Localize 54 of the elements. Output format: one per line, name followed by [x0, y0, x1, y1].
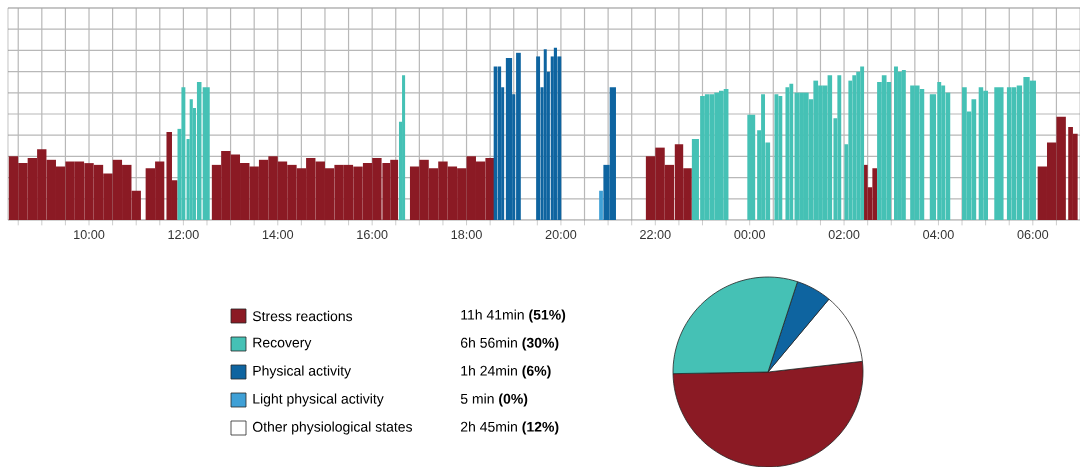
x-tick-label: 14:00 — [262, 230, 294, 240]
x-tick-label: 06:00 — [1017, 230, 1049, 240]
bar — [962, 87, 967, 220]
data-label: 2h 45min (12%) — [460, 421, 559, 435]
bar — [509, 57, 513, 220]
bar — [536, 56, 541, 220]
bar — [785, 87, 790, 220]
x-tick-label: 16:00 — [357, 230, 388, 240]
bar — [941, 85, 946, 220]
x-tick-label: 22:00 — [640, 230, 671, 240]
bar — [498, 66, 502, 220]
data-label: 6h 56min (30%) — [460, 337, 559, 351]
bar — [181, 87, 186, 220]
x-tick-label: 20:00 — [545, 230, 577, 240]
text: 5 min (0%) — [460, 393, 528, 407]
bar — [402, 75, 406, 220]
legend-label: Recovery — [253, 337, 312, 351]
bar — [789, 83, 794, 220]
bar — [983, 90, 988, 220]
bar — [505, 57, 510, 220]
legend-label: Physical activity — [253, 365, 352, 379]
bar — [714, 92, 720, 220]
bar — [599, 190, 603, 220]
bar — [516, 52, 521, 220]
bar — [813, 80, 819, 220]
bar — [971, 99, 977, 220]
x-tick-label: 18:00 — [451, 230, 482, 240]
legend-label: Other physiological states — [252, 421, 413, 435]
bar — [543, 49, 547, 220]
bar — [852, 75, 857, 220]
x-tick-label: 02:00 — [828, 230, 860, 240]
bar — [894, 66, 898, 220]
bar — [704, 94, 710, 220]
bar — [778, 95, 783, 220]
legend-label: Light physical activity — [253, 393, 384, 407]
bar — [553, 47, 557, 220]
data-label: 1h 24min (6%) — [461, 365, 551, 379]
x-tick-label: 04:00 — [923, 230, 954, 240]
x-tick-label: 10:00 — [74, 230, 105, 240]
x-tick-label: 00:00 — [734, 230, 766, 240]
bar — [189, 99, 193, 220]
bar — [914, 85, 920, 220]
x-tick-label: 12:00 — [168, 230, 199, 240]
legend-label: Stress reactions — [252, 310, 353, 322]
bar — [856, 71, 861, 220]
bar — [881, 75, 887, 220]
bar — [901, 70, 906, 220]
bar — [774, 94, 779, 220]
bar — [803, 92, 809, 220]
bar — [761, 94, 766, 220]
bar — [860, 66, 865, 220]
bar — [837, 75, 842, 220]
data-label: 11h 41min (51%) — [461, 309, 566, 323]
bar — [897, 71, 902, 220]
